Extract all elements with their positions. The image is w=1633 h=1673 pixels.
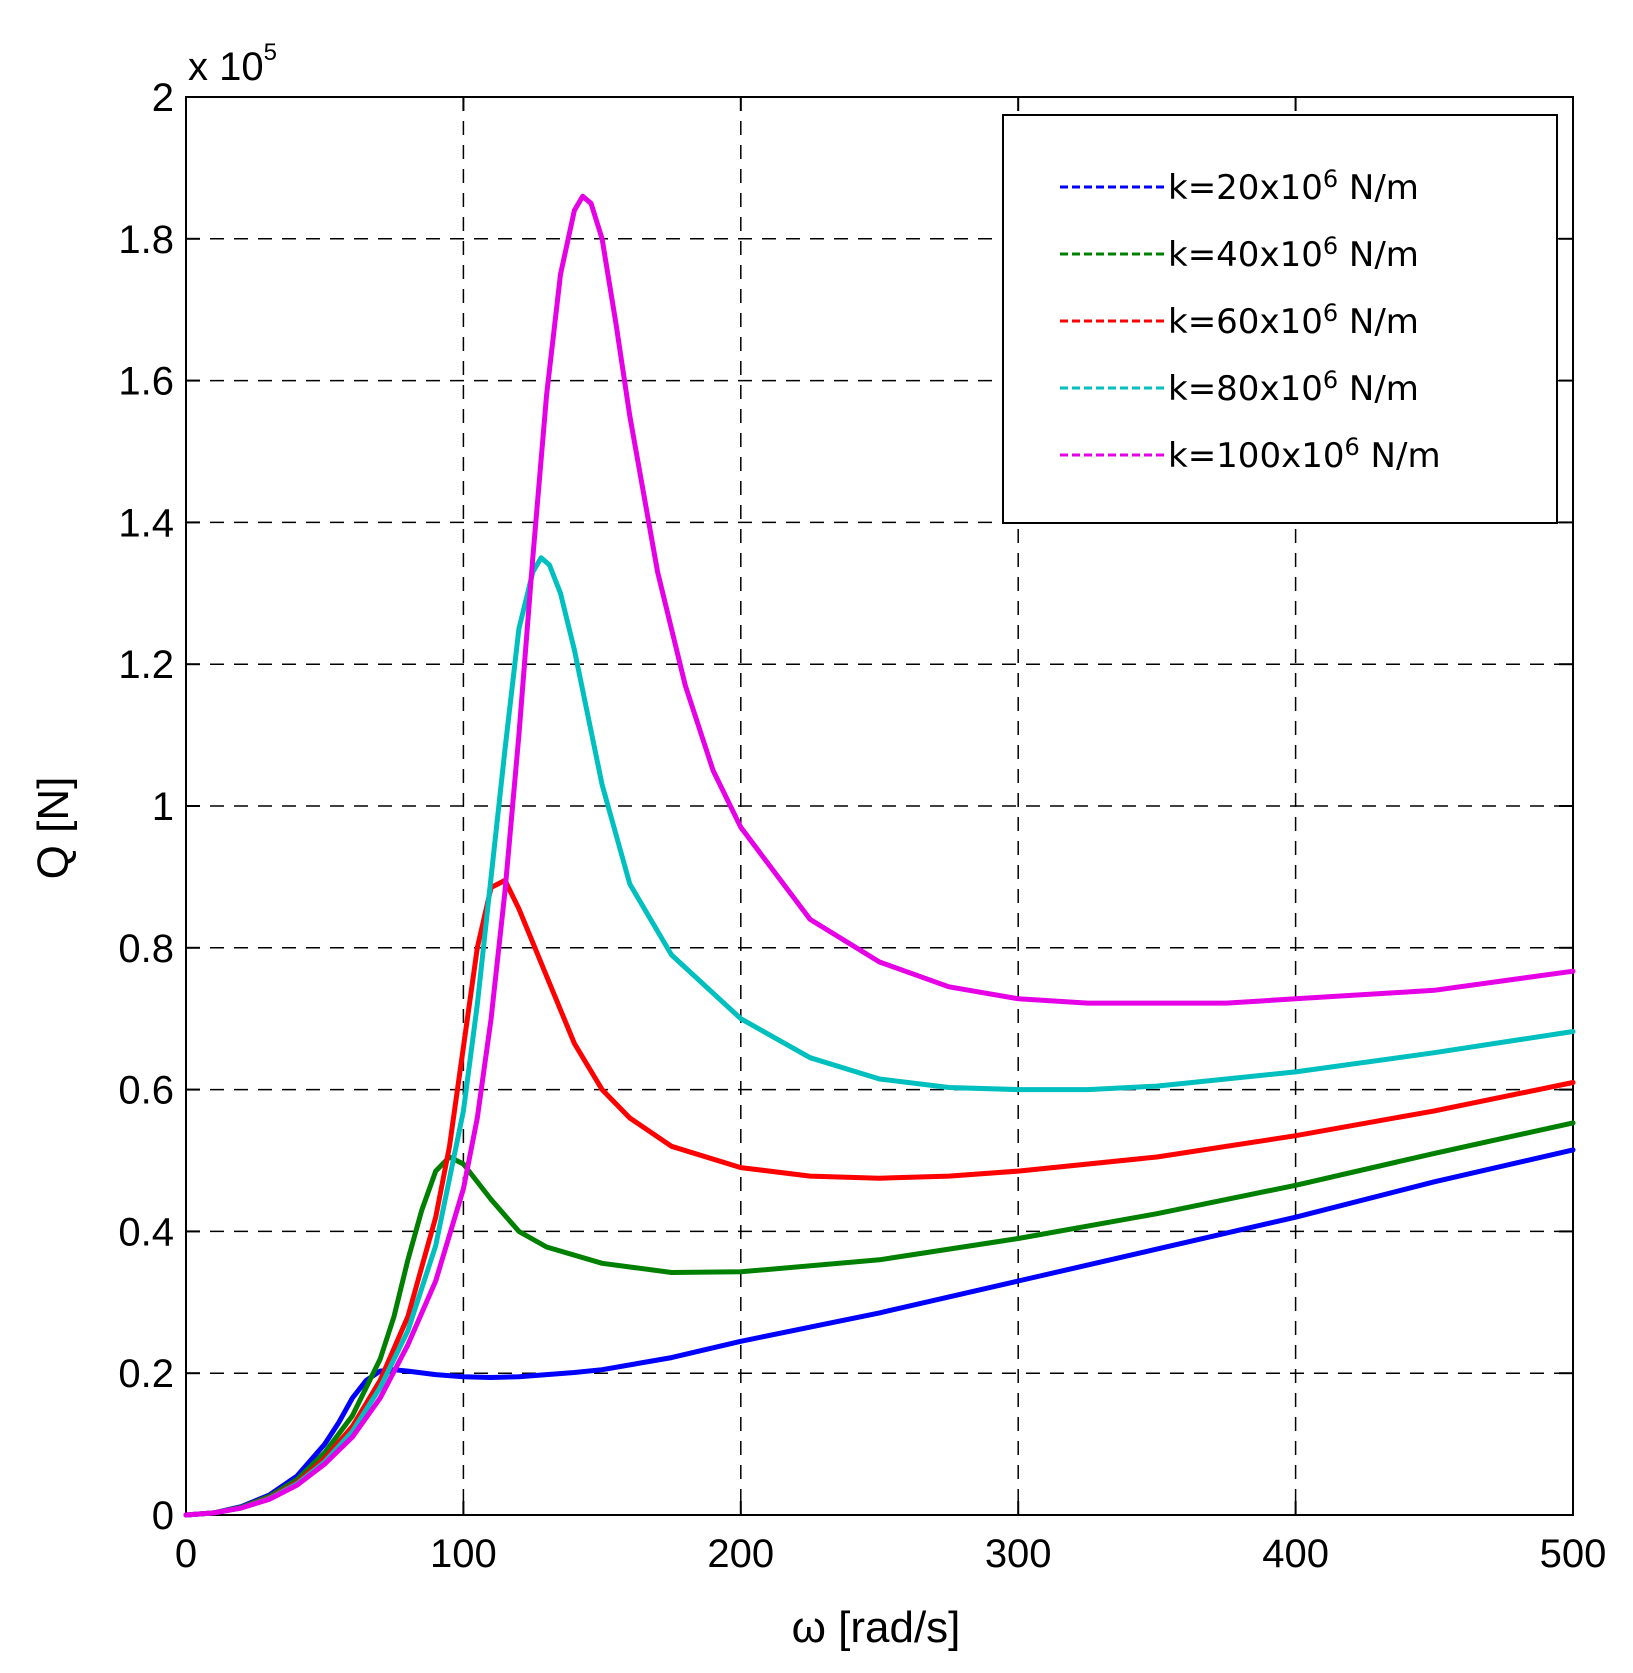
y-multiplier-label: x 105 bbox=[188, 39, 277, 89]
axis-ticks: 0 100 200 300 400 500 0 0.2 0.4 0.6 0.8 1 1.2 1.4 1.6 1… bbox=[118, 76, 1606, 1576]
y-tick-label: 0.8 bbox=[118, 927, 174, 971]
legend-label-suffix: N/m bbox=[1338, 302, 1419, 342]
legend-label-prefix: k=20x10 bbox=[1168, 168, 1323, 208]
y-tick-label: 0.4 bbox=[118, 1210, 174, 1254]
legend: k=20x106 N/mk=40x106 N/mk=60x106 N/mk=80… bbox=[1002, 114, 1558, 524]
y-tick-label: 1.8 bbox=[118, 218, 174, 262]
legend-label-exp: 6 bbox=[1323, 366, 1338, 394]
x-tick-label: 100 bbox=[430, 1532, 497, 1576]
legend-label-exp: 6 bbox=[1323, 165, 1338, 193]
legend-label-exp: 6 bbox=[1344, 433, 1359, 461]
y-tick-label: 1.4 bbox=[118, 501, 174, 545]
legend-box bbox=[1002, 114, 1558, 524]
legend-label-2: k=40x106 N/m bbox=[1168, 232, 1419, 275]
y-tick-label: 1.2 bbox=[118, 643, 174, 687]
x-tick-label: 500 bbox=[1540, 1532, 1607, 1576]
y-tick-label: 0 bbox=[152, 1494, 174, 1538]
legend-label-suffix: N/m bbox=[1338, 369, 1419, 409]
x-tick-label: 300 bbox=[985, 1532, 1052, 1576]
y-tick-label: 1 bbox=[152, 785, 174, 829]
legend-label-3: k=60x106 N/m bbox=[1168, 299, 1419, 342]
legend-label-5: k=100x106 N/m bbox=[1168, 433, 1441, 476]
series-line-1 bbox=[183, 1147, 1576, 1518]
legend-label-suffix: N/m bbox=[1338, 235, 1419, 275]
x-tick-label: 0 bbox=[175, 1532, 197, 1576]
series-line-5 bbox=[183, 193, 1576, 1518]
series-group bbox=[183, 193, 1576, 1518]
legend-label-prefix: k=80x10 bbox=[1168, 369, 1323, 409]
series-line-2 bbox=[183, 1120, 1576, 1518]
legend-label-prefix: k=40x10 bbox=[1168, 235, 1323, 275]
legend-label-prefix: k=60x10 bbox=[1168, 302, 1323, 342]
y-tick-label: 2 bbox=[152, 76, 174, 120]
legend-label-exp: 6 bbox=[1323, 232, 1338, 260]
x-axis-title: ω [rad/s] bbox=[792, 1603, 961, 1652]
y-axis-title: Q [N] bbox=[29, 777, 78, 880]
y-tick-label: 1.6 bbox=[118, 360, 174, 404]
legend-label-4: k=80x106 N/m bbox=[1168, 366, 1419, 409]
legend-label-suffix: N/m bbox=[1360, 436, 1441, 476]
legend-label-1: k=20x106 N/m bbox=[1168, 165, 1419, 208]
y-tick-label: 0.2 bbox=[118, 1352, 174, 1396]
legend-label-exp: 6 bbox=[1323, 299, 1338, 327]
legend-label-prefix: k=100x10 bbox=[1168, 436, 1344, 476]
legend-label-suffix: N/m bbox=[1338, 168, 1419, 208]
x-tick-label: 200 bbox=[707, 1532, 774, 1576]
y-tick-label: 0.6 bbox=[118, 1069, 174, 1113]
x-tick-label: 400 bbox=[1262, 1532, 1329, 1576]
